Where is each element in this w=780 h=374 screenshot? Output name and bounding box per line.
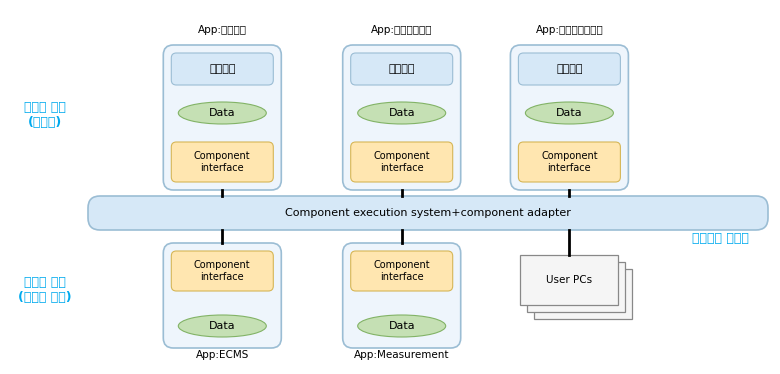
FancyBboxPatch shape [342,243,461,348]
Text: 프로그램: 프로그램 [556,64,583,74]
Text: Component
interface: Component interface [374,151,430,173]
Text: App:시험통계서비스: App:시험통계서비스 [536,25,603,35]
Ellipse shape [358,315,445,337]
FancyBboxPatch shape [163,45,282,190]
Ellipse shape [358,102,445,124]
Text: App:ECMS: App:ECMS [196,350,249,360]
Text: Component
interface: Component interface [194,260,250,282]
FancyBboxPatch shape [351,251,452,291]
Text: Component
interface: Component interface [194,151,250,173]
Text: Data: Data [209,321,236,331]
FancyBboxPatch shape [172,53,273,85]
FancyBboxPatch shape [172,142,273,182]
Text: Data: Data [209,108,236,118]
FancyBboxPatch shape [351,142,452,182]
Bar [527,262,626,312]
Text: User PCs: User PCs [546,275,593,285]
FancyBboxPatch shape [510,45,629,190]
Text: 플랫폼 활용
(서비스): 플랫폼 활용 (서비스) [24,101,66,129]
Text: App:Measurement: App:Measurement [354,350,449,360]
FancyBboxPatch shape [88,196,768,230]
FancyBboxPatch shape [163,243,282,348]
Text: Data: Data [556,108,583,118]
Ellipse shape [179,102,266,124]
Ellipse shape [526,102,613,124]
FancyBboxPatch shape [519,142,620,182]
FancyBboxPatch shape [342,45,461,190]
Text: Data: Data [388,108,415,118]
Bar [520,255,619,305]
Text: App:파라미터계산: App:파라미터계산 [371,25,432,35]
Bar [534,269,633,319]
Text: Component
interface: Component interface [374,260,430,282]
Ellipse shape [179,315,266,337]
Text: 프로그램: 프로그램 [388,64,415,74]
FancyBboxPatch shape [519,53,620,85]
Text: Component execution system+component adapter: Component execution system+component ada… [285,208,571,218]
FancyBboxPatch shape [351,53,452,85]
Text: Component
interface: Component interface [541,151,597,173]
Text: 플랫폼 활용
(데이터 확보): 플랫폼 활용 (데이터 확보) [18,276,72,304]
Text: App:파형검토: App:파형검토 [198,25,246,35]
Text: Data: Data [388,321,415,331]
Text: 빅데이터 플랫폼: 빅데이터 플랫폼 [692,232,749,245]
Text: 프로그램: 프로그램 [209,64,236,74]
FancyBboxPatch shape [172,251,273,291]
